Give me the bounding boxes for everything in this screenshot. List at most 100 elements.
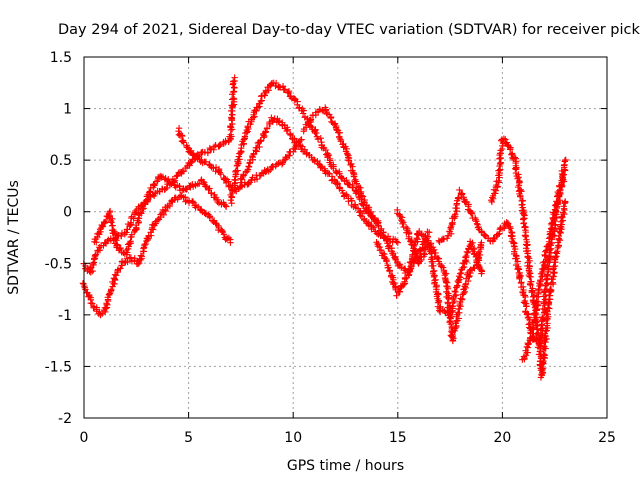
data-point-marker	[228, 199, 235, 207]
data-point-marker	[86, 292, 93, 300]
data-point-marker	[443, 282, 450, 290]
data-point-marker	[104, 237, 111, 245]
data-point-marker	[313, 129, 320, 137]
data-point-marker	[543, 271, 551, 278]
data-point-marker	[523, 242, 531, 249]
data-point-marker	[551, 269, 558, 277]
data-point-marker	[521, 354, 528, 362]
data-point-marker	[160, 211, 167, 218]
data-point-marker	[506, 223, 514, 230]
data-point-marker	[430, 262, 437, 270]
data-point-marker	[202, 158, 210, 166]
data-point-marker	[186, 148, 194, 156]
data-point-marker	[558, 221, 565, 228]
series-track-6	[237, 114, 401, 246]
y-tick-label: -2	[58, 411, 72, 427]
data-point-marker	[283, 127, 290, 135]
data-point-marker	[545, 235, 553, 242]
data-point-marker	[291, 97, 298, 104]
data-point-marker	[421, 251, 429, 258]
data-point-marker	[444, 232, 452, 240]
data-point-marker	[451, 287, 458, 295]
data-point-marker	[317, 135, 324, 142]
data-point-marker	[350, 172, 357, 180]
data-point-marker	[392, 255, 399, 262]
data-point-marker	[229, 102, 236, 109]
data-point-marker	[402, 223, 410, 231]
data-point-marker	[173, 173, 180, 180]
data-point-marker	[139, 202, 146, 210]
data-point-marker	[253, 175, 261, 183]
data-point-marker	[439, 264, 447, 271]
series-track-12	[519, 156, 569, 363]
data-point-marker	[545, 292, 553, 299]
data-point-marker	[92, 251, 100, 258]
data-point-marker	[120, 259, 128, 267]
data-point-marker	[217, 170, 225, 178]
data-point-marker	[520, 220, 527, 227]
data-point-marker	[145, 189, 153, 196]
data-point-marker	[161, 185, 169, 193]
data-point-marker	[526, 273, 533, 280]
data-point-marker	[398, 264, 405, 271]
data-point-marker	[202, 182, 209, 190]
data-point-marker	[137, 252, 145, 259]
data-point-marker	[132, 207, 139, 215]
data-point-marker	[89, 260, 97, 267]
data-point-marker	[99, 223, 107, 230]
data-point-marker	[257, 137, 264, 144]
data-point-marker	[475, 255, 482, 263]
data-point-marker	[519, 197, 527, 205]
data-point-marker	[275, 118, 282, 125]
data-point-marker	[376, 247, 384, 254]
data-point-marker	[453, 283, 461, 290]
data-point-marker	[345, 157, 353, 164]
y-tick-label: -1.5	[45, 359, 72, 375]
data-point-marker	[524, 310, 531, 317]
data-point-marker	[525, 340, 533, 347]
data-point-marker	[522, 233, 529, 240]
data-point-marker	[547, 286, 555, 294]
data-point-marker	[251, 113, 258, 120]
chart-title: Day 294 of 2021, Sidereal Day-to-day VTE…	[58, 22, 640, 38]
data-point-marker	[504, 220, 512, 227]
data-point-marker	[537, 374, 545, 381]
data-point-marker	[227, 107, 235, 115]
data-point-marker	[400, 281, 408, 288]
data-point-marker	[405, 233, 413, 240]
data-point-marker	[102, 305, 110, 312]
x-tick-label: 0	[80, 430, 89, 446]
data-point-marker	[521, 232, 529, 239]
data-point-marker	[394, 239, 401, 246]
data-point-marker	[452, 288, 459, 296]
series-track-9	[394, 206, 485, 345]
data-point-marker	[244, 124, 251, 131]
series-track-3	[91, 172, 230, 258]
data-point-marker	[299, 110, 307, 117]
data-point-marker	[123, 229, 130, 236]
data-point-marker	[544, 304, 552, 311]
data-point-marker	[275, 160, 282, 167]
data-point-marker	[109, 215, 116, 222]
data-point-marker	[285, 89, 292, 97]
data-point-marker	[89, 267, 96, 275]
data-point-marker	[96, 246, 104, 254]
data-point-marker	[530, 324, 537, 331]
data-point-marker	[131, 257, 138, 264]
data-point-marker	[79, 280, 87, 287]
data-point-marker	[476, 251, 484, 259]
y-tick-label: 1.5	[50, 50, 72, 66]
data-point-marker	[310, 156, 318, 163]
data-point-marker	[505, 224, 513, 232]
data-point-marker	[281, 86, 289, 93]
data-point-marker	[399, 220, 406, 228]
data-point-marker	[206, 144, 213, 152]
data-point-marker	[389, 250, 397, 257]
data-point-marker	[516, 178, 523, 186]
data-point-marker	[135, 259, 143, 267]
x-tick-label: 5	[184, 430, 193, 446]
data-point-marker	[230, 96, 238, 103]
data-point-marker	[457, 295, 464, 302]
data-point-marker	[396, 262, 403, 270]
data-point-marker	[541, 352, 549, 359]
